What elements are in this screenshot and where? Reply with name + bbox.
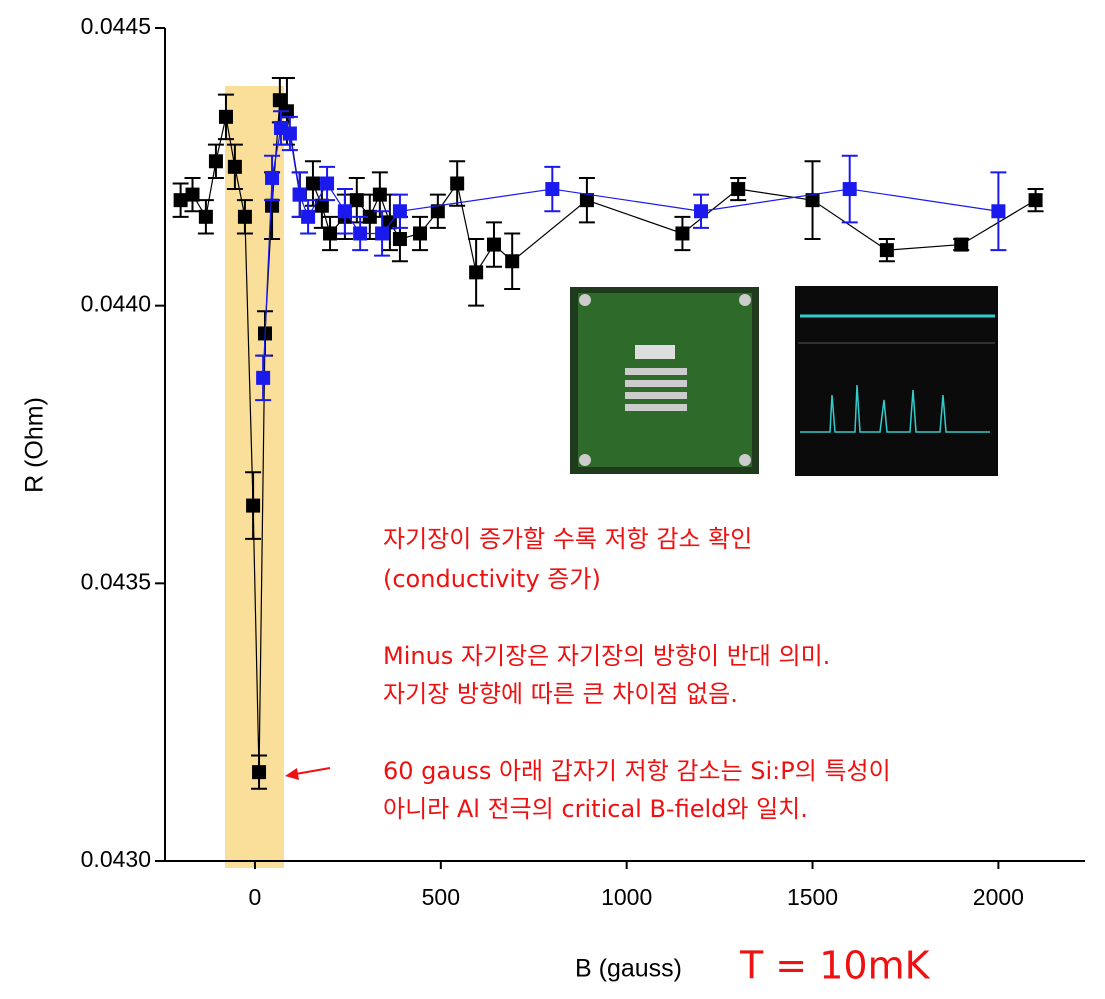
point: [301, 210, 315, 224]
point: [675, 226, 689, 240]
x-tick-label: 2000: [973, 884, 1024, 910]
point: [1029, 193, 1043, 207]
x-tick-label: 1000: [601, 884, 652, 910]
point: [505, 254, 519, 268]
point: [209, 154, 223, 168]
x-tick-label: 500: [422, 884, 460, 910]
point: [246, 499, 260, 513]
point: [323, 226, 337, 240]
annotation: Minus 자기장은 자기장의 방향이 반대 의미.: [383, 642, 830, 670]
x-axis-label: B (gauss): [575, 955, 682, 983]
annotation: (conductivity 증가): [383, 565, 601, 593]
annotation: 아니라 Al 전극의 critical B-field와 일치.: [383, 795, 808, 823]
point: [219, 110, 233, 124]
arrow-head: [285, 768, 299, 780]
point: [450, 176, 464, 190]
inset-scope: [795, 286, 998, 476]
x-tick-label: 0: [249, 884, 262, 910]
point: [393, 204, 407, 218]
point: [252, 765, 266, 779]
point: [487, 238, 501, 252]
point: [199, 210, 213, 224]
point: [413, 226, 427, 240]
point: [694, 204, 708, 218]
temperature-label: T = 10mK: [739, 944, 931, 988]
point: [238, 210, 252, 224]
chart: B (gauss) R (Ohm) 0.0430 0.0435 0.0440 0.04…: [0, 0, 1105, 994]
point: [265, 171, 279, 185]
y-tick-label: 0.0445: [81, 13, 151, 39]
point: [186, 188, 200, 202]
y-tick-label: 0.0435: [81, 568, 151, 594]
y-tick-label: 0.0430: [81, 846, 151, 872]
y-tick-label: 0.0440: [81, 291, 151, 317]
point: [469, 265, 483, 279]
point: [731, 182, 745, 196]
point: [338, 204, 352, 218]
inset-board: [570, 287, 759, 474]
y-axis-label: R (Ohm): [21, 397, 49, 493]
point: [283, 127, 297, 141]
point: [393, 232, 407, 246]
point: [353, 226, 367, 240]
point: [880, 243, 894, 257]
annotation: 60 gauss 아래 갑자기 저항 감소는 Si:P의 특성이: [383, 757, 891, 785]
annotation: 자기장 방향에 따른 큰 차이점 없음.: [383, 680, 738, 708]
annotation: 자기장이 증가할 수록 저항 감소 확인: [383, 525, 752, 553]
point: [954, 238, 968, 252]
point: [375, 226, 389, 240]
x-tick-label: 1500: [787, 884, 838, 910]
point: [320, 176, 334, 190]
point: [228, 160, 242, 174]
point: [843, 182, 857, 196]
point: [991, 204, 1005, 218]
point: [545, 182, 559, 196]
point: [256, 371, 270, 385]
